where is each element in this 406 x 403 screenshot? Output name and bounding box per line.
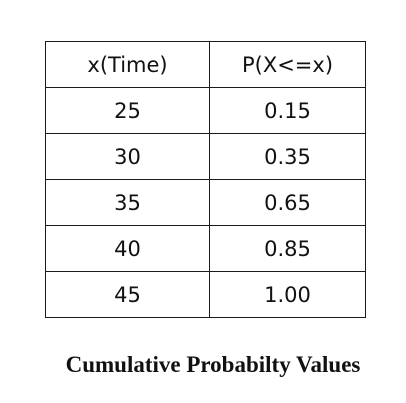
header-probability: P(X<=x) [209, 41, 366, 88]
table-row: 35 0.65 [45, 179, 366, 226]
cumulative-probability-table: x(Time) P(X<=x) 25 0.15 30 0.35 35 0.65 … [45, 41, 366, 318]
cell-probability: 0.35 [209, 133, 366, 180]
cell-time: 30 [45, 133, 210, 180]
cell-time: 35 [45, 179, 210, 226]
header-time: x(Time) [45, 41, 210, 88]
table-row: 45 1.00 [45, 271, 366, 318]
cell-probability: 1.00 [209, 271, 366, 318]
table-caption: Cumulative Probabilty Values [65, 352, 361, 377]
table-header-row: x(Time) P(X<=x) [45, 41, 366, 88]
cell-time: 40 [45, 225, 210, 272]
table-row: 40 0.85 [45, 225, 366, 272]
cell-time: 45 [45, 271, 210, 318]
table-row: 30 0.35 [45, 133, 366, 180]
cell-time: 25 [45, 87, 210, 134]
cell-probability: 0.65 [209, 179, 366, 226]
table-row: 25 0.15 [45, 87, 366, 134]
cell-probability: 0.85 [209, 225, 366, 272]
cell-probability: 0.15 [209, 87, 366, 134]
